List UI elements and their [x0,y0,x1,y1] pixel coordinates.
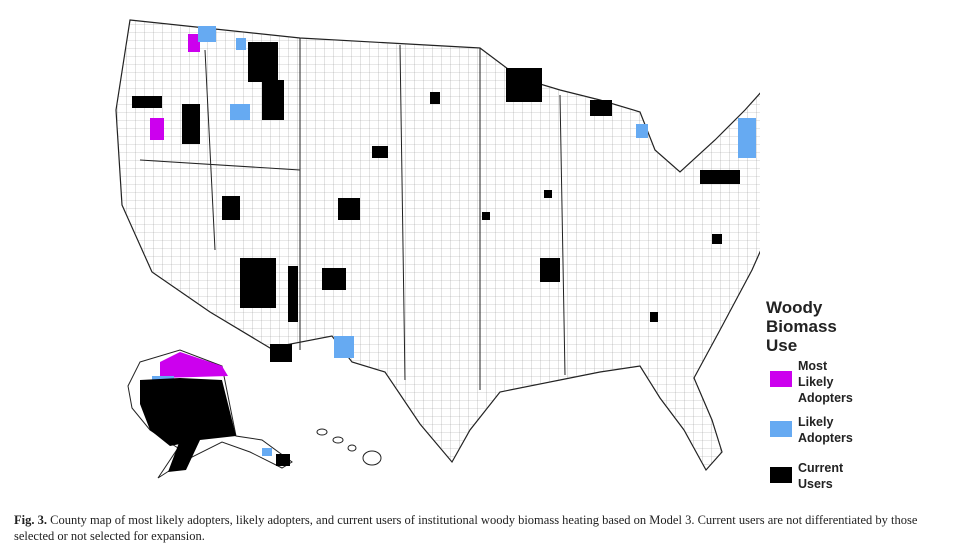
county-group [140,378,236,446]
county-group [650,312,658,322]
county-group [188,34,200,52]
legend-item: Most Likely Adopters [770,358,880,408]
county-group [230,104,250,120]
legend-label: Most Likely Adopters [798,359,853,405]
county-group [544,190,552,198]
county-group [288,266,298,322]
county-group [430,92,440,104]
county-group [276,454,290,466]
county-group [270,344,292,362]
county-group [248,42,278,82]
county-group [150,118,164,140]
county-group [182,104,200,144]
county-group [322,268,346,290]
county-group [372,146,388,158]
caption-label: Fig. 3. [14,513,47,527]
county-group [712,234,722,244]
hawaii [316,428,382,466]
county-group [168,440,200,472]
county-group [236,38,246,50]
legend-label: Likely Adopters [798,415,853,445]
legend-swatch [770,421,792,437]
caption: Fig. 3. County map of most likely adopte… [14,512,939,544]
contiguous-us [115,19,760,472]
map: N [115,19,760,479]
caption-text: County map of most likely adopters, like… [14,513,918,543]
legend-swatch [770,371,792,387]
county-group [590,100,612,116]
county-group [334,336,354,358]
legend-item: Current Users [770,460,880,510]
legend-label: Current Users [798,461,844,491]
county-group [482,212,490,220]
county-group [636,124,648,138]
legend-swatch [770,467,792,483]
legend-title: Woody Biomass Use [766,298,837,355]
county-group [506,68,542,102]
county-group [262,80,284,120]
county-group [132,96,162,108]
adopter-counties [132,26,756,472]
county-group [338,198,360,220]
county-group [738,118,756,158]
legend-item: Likely Adopters [770,414,880,464]
county-group [262,448,272,456]
county-group [222,196,240,220]
county-group [540,258,560,282]
county-group [240,258,276,308]
county-group [700,170,740,184]
county-group [160,352,228,378]
county-group [198,26,216,42]
